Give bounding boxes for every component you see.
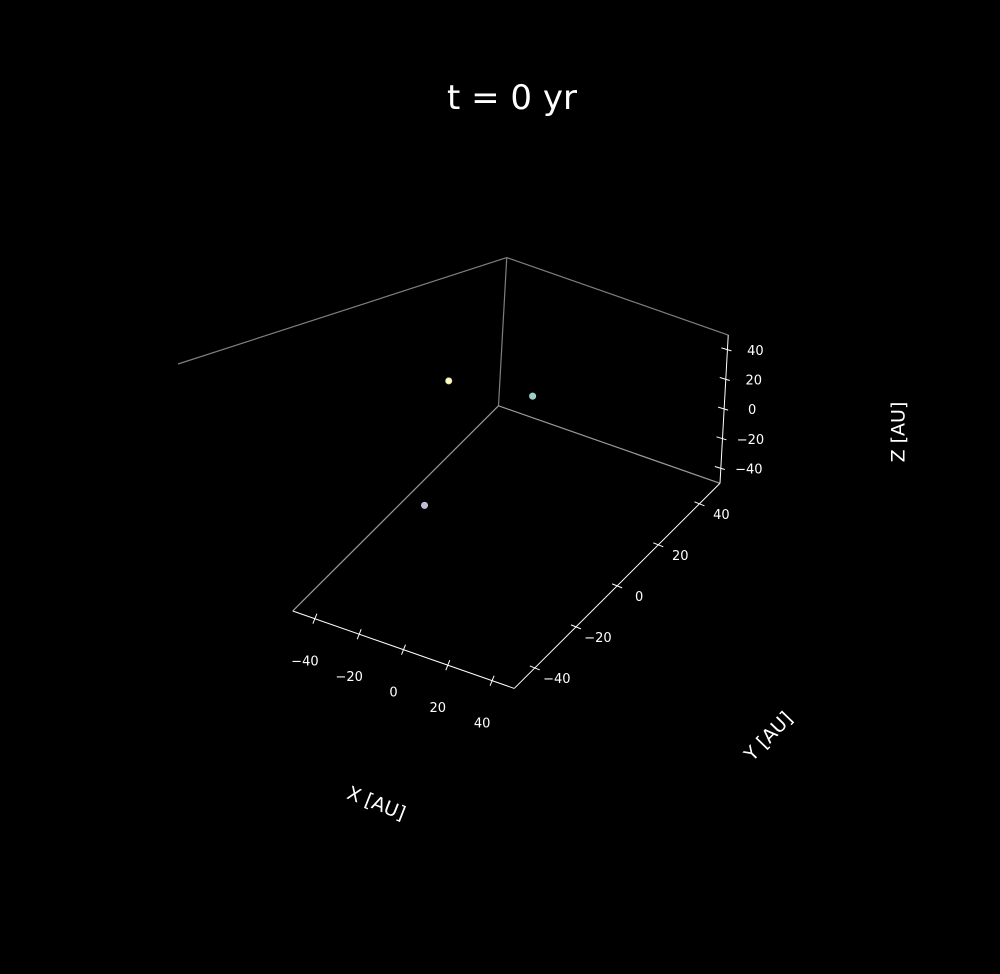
data-point bbox=[529, 392, 537, 400]
z-tick-mark bbox=[719, 377, 730, 381]
z-axis-label: Z [AU] bbox=[888, 402, 910, 463]
y-tick-label: 0 bbox=[635, 590, 643, 605]
z-tick-label: −20 bbox=[737, 433, 764, 448]
data-point bbox=[445, 377, 453, 385]
y-tick-mark bbox=[570, 624, 582, 630]
pane-back-top-y-edge bbox=[177, 257, 507, 365]
pane-back-top-x-edge bbox=[506, 257, 729, 336]
x-tick-label: 0 bbox=[389, 686, 397, 701]
y-tick-mark bbox=[694, 501, 705, 507]
z-tick-label: 40 bbox=[747, 344, 764, 359]
pane-back-vertical-edge bbox=[497, 257, 508, 406]
y-tick-label: 20 bbox=[672, 549, 689, 564]
pane-floor-x-edge bbox=[498, 405, 721, 484]
z-tick-mark bbox=[721, 347, 732, 352]
z-tick-mark bbox=[717, 406, 729, 411]
y-tick-mark bbox=[653, 542, 664, 548]
pane-floor-y-edge bbox=[292, 405, 499, 612]
data-points bbox=[421, 377, 537, 509]
y-tick-label: −20 bbox=[584, 631, 611, 646]
data-point bbox=[421, 501, 429, 509]
y-tick-mark bbox=[611, 583, 623, 589]
y-tick-mark bbox=[529, 665, 541, 671]
x-tick-label: 20 bbox=[430, 701, 447, 716]
z-tick-label: −40 bbox=[735, 462, 762, 477]
y-tick-label: 40 bbox=[713, 508, 730, 523]
x-tick-mark bbox=[312, 613, 318, 624]
chart-title: t = 0 yr bbox=[447, 78, 577, 118]
z-tick-mark bbox=[714, 465, 725, 470]
x-tick-mark bbox=[445, 659, 451, 671]
z-tick-label: 0 bbox=[748, 403, 756, 418]
pane-edges bbox=[177, 257, 729, 612]
y-tick-label: −40 bbox=[543, 672, 570, 687]
x-tick-mark bbox=[401, 644, 406, 655]
x-tick-label: −40 bbox=[291, 655, 318, 670]
x-tick-label: 40 bbox=[474, 717, 491, 732]
ticks: −40 −20 0 20 40 −40 −20 0 20 40 −40 −20 0 20 40 bbox=[291, 344, 764, 732]
x-tick-mark bbox=[356, 629, 362, 640]
x-tick-label: −20 bbox=[335, 670, 362, 685]
x-tick-mark bbox=[489, 675, 495, 686]
z-tick-mark bbox=[716, 436, 727, 441]
z-tick-label: 20 bbox=[746, 374, 763, 389]
